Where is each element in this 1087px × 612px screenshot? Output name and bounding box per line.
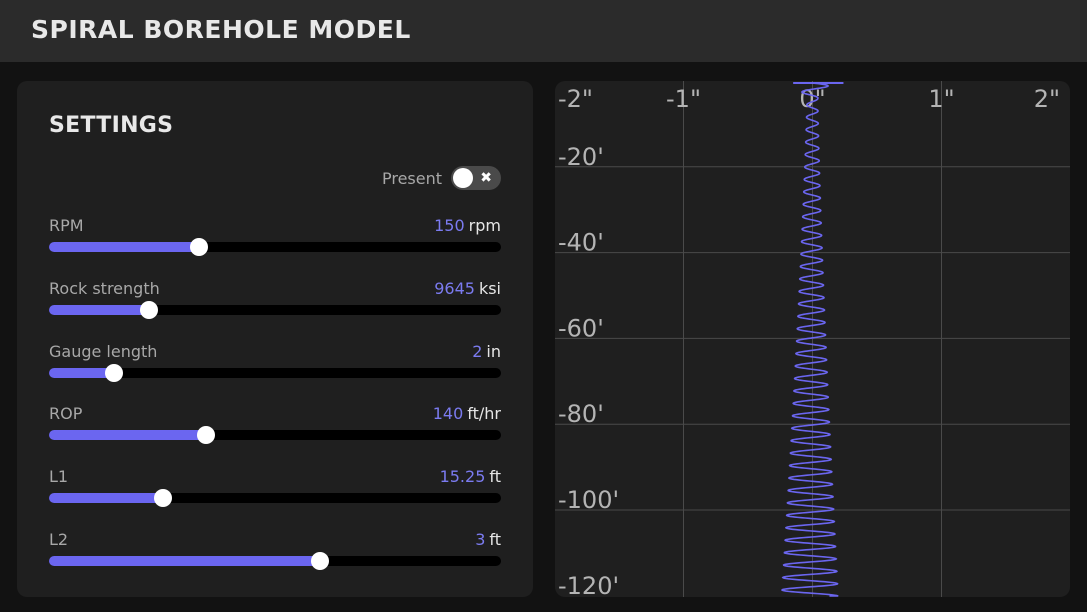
y-tick-label: -40' — [558, 229, 604, 257]
slider-value: 3 ft — [475, 530, 501, 549]
present-toggle[interactable]: ✖ — [451, 166, 501, 190]
gauge-length-slider[interactable] — [49, 364, 501, 382]
l2-slider[interactable] — [49, 552, 501, 570]
slider-fill — [49, 430, 206, 440]
slider-value-unit: ft — [489, 467, 501, 486]
borehole-plot: -2" -1" 0" 1" 2"-20'-40'-60'-80'-100'-120' — [555, 81, 1070, 597]
y-tick-label: -120' — [558, 572, 619, 597]
slider-thumb[interactable] — [105, 364, 124, 382]
slider-value-number: 140 — [432, 404, 464, 423]
slider-value-number: 2 — [472, 342, 483, 361]
slider-label: Gauge length — [49, 342, 158, 361]
slider-row-l1: L1 15.25 ft — [49, 467, 501, 511]
slider-value-unit: in — [486, 342, 501, 361]
y-tick-label: -100' — [558, 486, 619, 514]
slider-value: 15.25 ft — [440, 467, 501, 486]
slider-value: 150 rpm — [434, 216, 501, 235]
slider-value-unit: rpm — [468, 216, 501, 235]
slider-thumb[interactable] — [190, 238, 209, 256]
borehole-trace — [781, 82, 839, 597]
toggle-knob — [453, 168, 473, 188]
x-tick-label: -2" — [558, 85, 593, 113]
slider-thumb[interactable] — [139, 301, 158, 319]
slider-value-number: 3 — [475, 530, 486, 549]
rock-strength-slider[interactable] — [49, 301, 501, 319]
slider-label: RPM — [49, 216, 84, 235]
slider-thumb[interactable] — [311, 552, 330, 570]
l1-slider[interactable] — [49, 489, 501, 507]
slider-row-rock-strength: Rock strength 9645 ksi — [49, 279, 501, 323]
slider-thumb[interactable] — [153, 489, 172, 507]
slider-value-unit: ft — [489, 530, 501, 549]
slider-fill — [49, 242, 200, 252]
slider-label: Rock strength — [49, 279, 160, 298]
slider-value-unit: ft/hr — [467, 404, 501, 423]
x-tick-label: -1" — [666, 85, 701, 113]
slider-fill — [49, 368, 115, 378]
x-tick-label: 1" — [928, 85, 954, 113]
app-header: SPIRAL BOREHOLE MODEL — [0, 0, 1087, 62]
slider-label: L2 — [49, 530, 69, 549]
slider-row-rop: ROP 140 ft/hr — [49, 404, 501, 448]
rpm-slider[interactable] — [49, 238, 501, 256]
settings-panel: SETTINGS Present ✖ RPM 150 rpm Rock strengt… — [17, 81, 533, 597]
slider-value-number: 150 — [434, 216, 465, 235]
slider-value: 2 in — [472, 342, 501, 361]
y-tick-label: -60' — [558, 314, 604, 342]
x-tick-label: 2" — [1034, 85, 1060, 113]
slider-value-number: 9645 — [434, 279, 475, 298]
app-title: SPIRAL BOREHOLE MODEL — [31, 15, 411, 44]
slider-fill — [49, 493, 163, 503]
slider-fill — [49, 556, 321, 566]
present-label: Present — [381, 168, 442, 188]
slider-row-rpm: RPM 150 rpm — [49, 216, 501, 260]
present-toggle-row: Present ✖ — [382, 166, 501, 190]
slider-row-gauge-length: Gauge length 2 in — [49, 342, 501, 386]
slider-row-l2: L2 3 ft — [49, 530, 501, 574]
slider-thumb[interactable] — [196, 426, 215, 444]
slider-value-number: 15.25 — [439, 467, 486, 486]
slider-fill — [49, 305, 149, 315]
slider-value-unit: ksi — [478, 279, 501, 298]
slider-label: ROP — [49, 404, 83, 423]
slider-value: 9645 ksi — [434, 279, 501, 298]
slider-label: L1 — [49, 467, 69, 486]
close-icon: ✖ — [480, 170, 492, 186]
rop-slider[interactable] — [49, 426, 501, 444]
y-tick-label: -20' — [558, 143, 604, 171]
slider-value: 140 ft/hr — [433, 404, 501, 423]
settings-title: SETTINGS — [49, 113, 174, 138]
y-tick-label: -80' — [558, 400, 604, 428]
borehole-plot-panel: -2" -1" 0" 1" 2" -20' -40' -60' -80' -100' -120' — [555, 81, 1070, 597]
